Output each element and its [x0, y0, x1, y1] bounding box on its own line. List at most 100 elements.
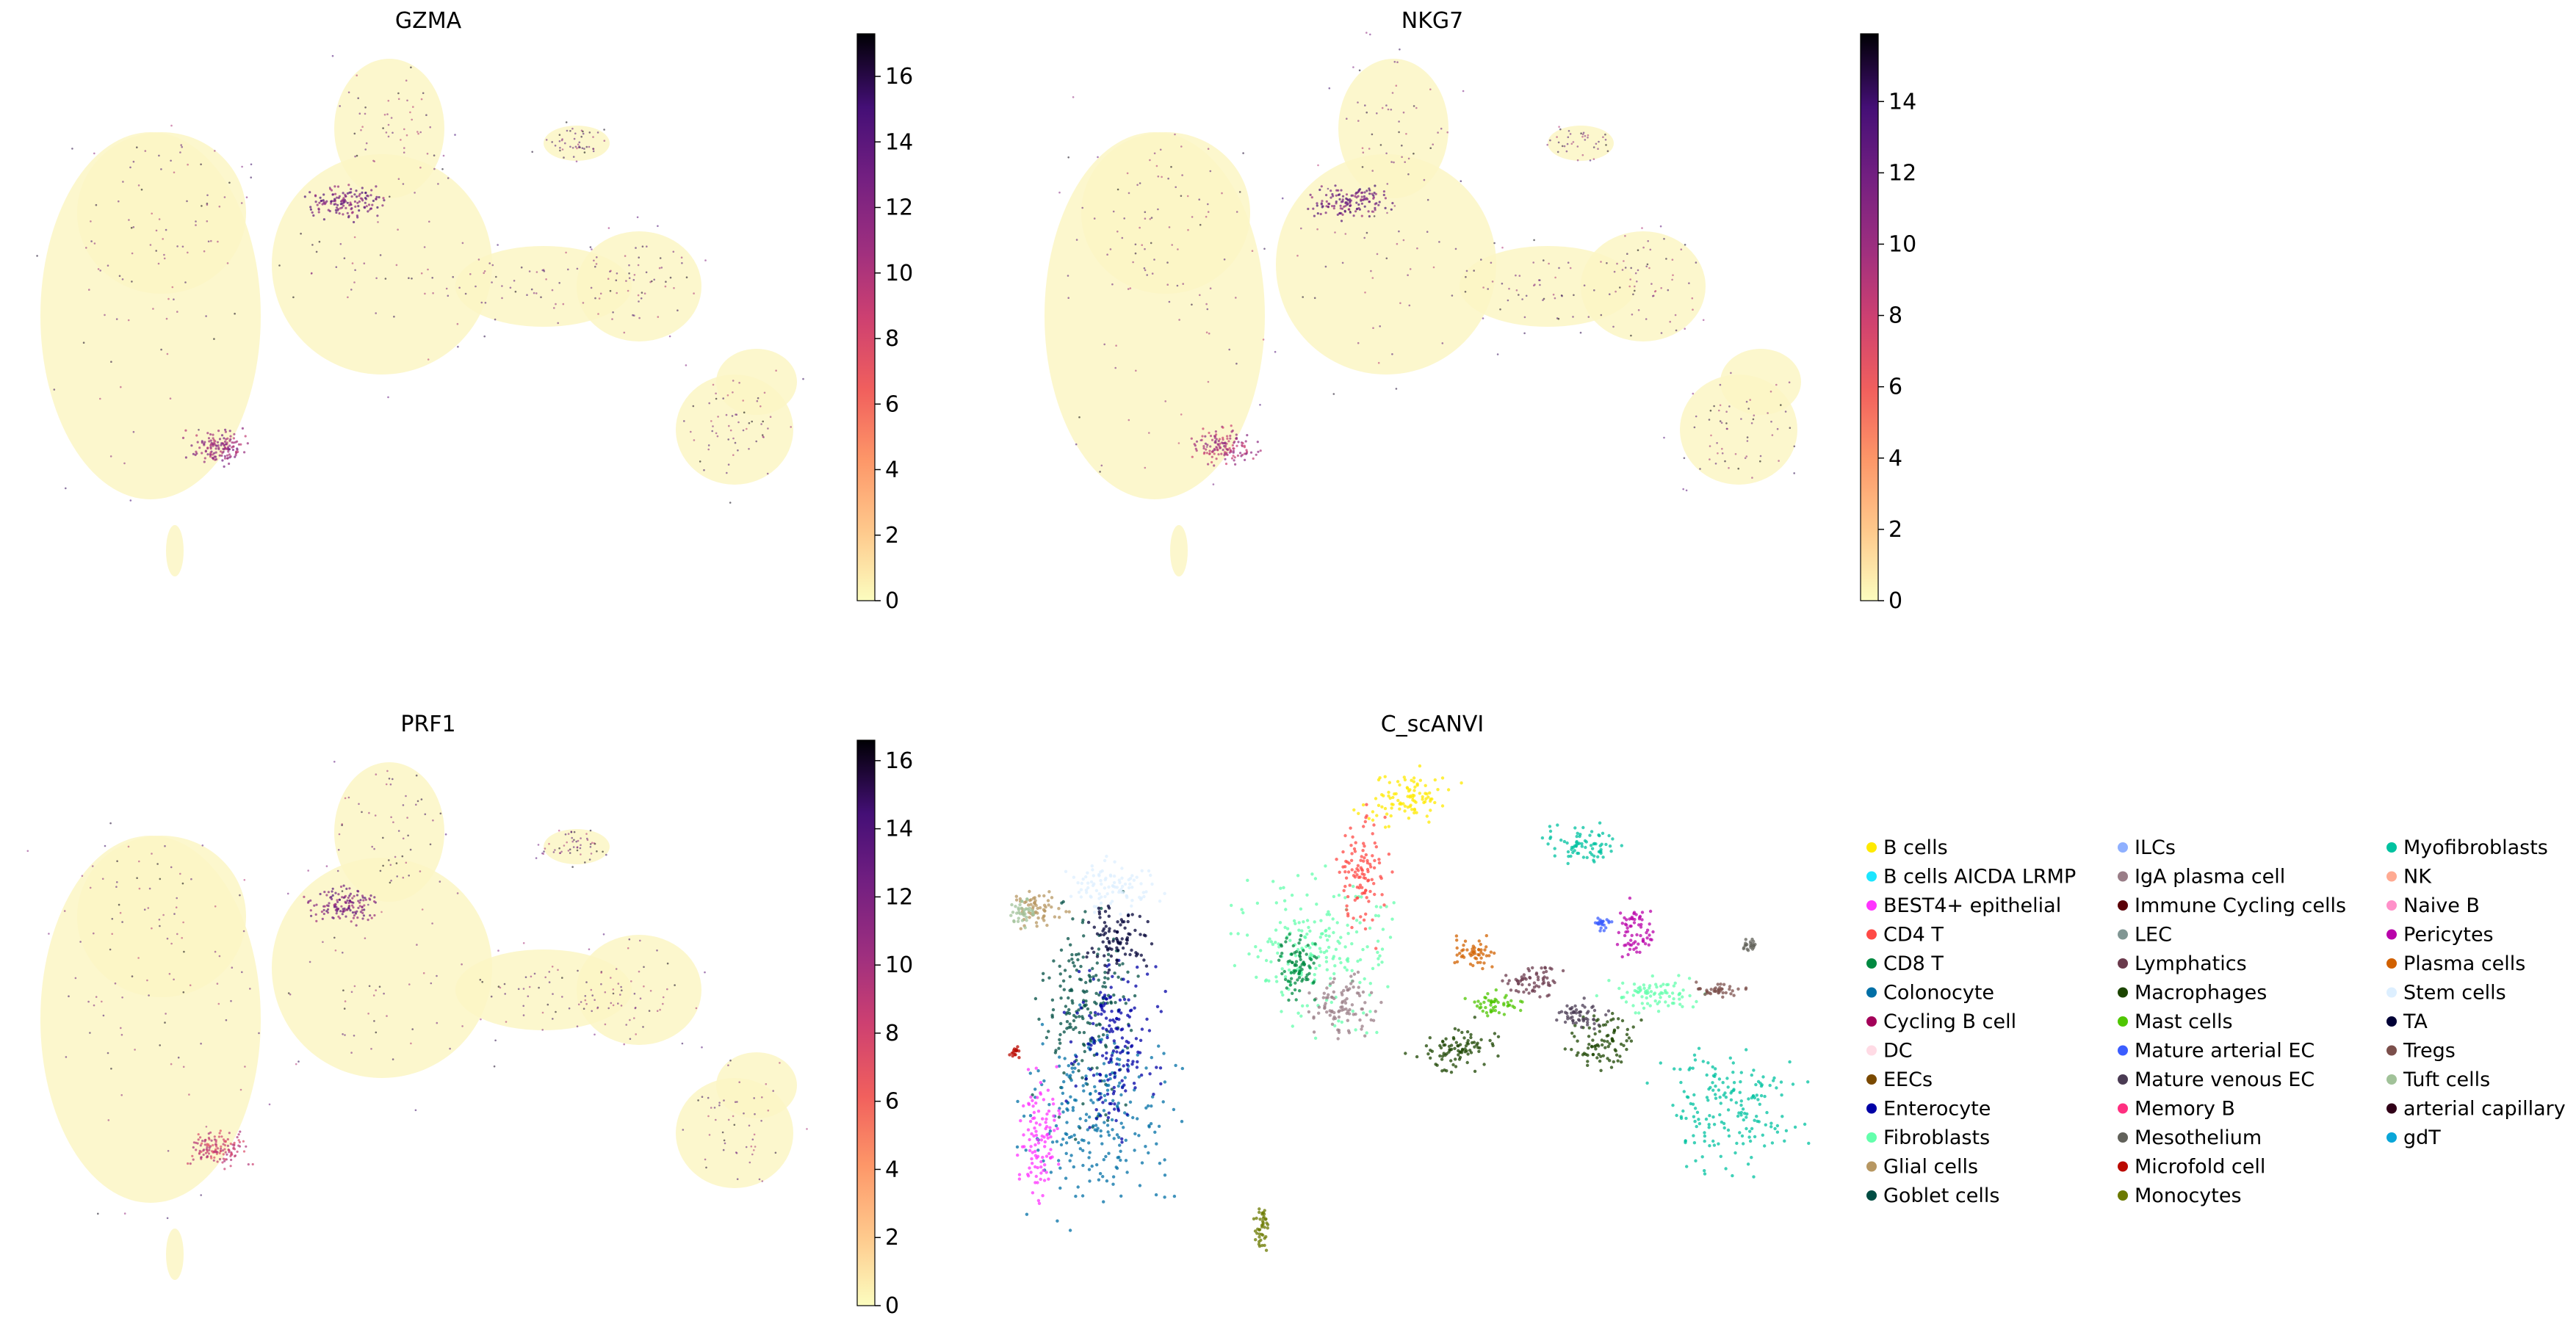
cell-point — [483, 272, 485, 275]
cell-point — [1058, 191, 1061, 194]
cell-point — [546, 1003, 549, 1006]
hotspot-point — [1216, 443, 1219, 446]
cell-point — [1547, 993, 1551, 997]
cell-point — [1506, 1000, 1509, 1005]
cell-point — [1440, 1057, 1444, 1061]
cell-point — [1072, 1019, 1076, 1023]
cell-point — [1628, 285, 1631, 288]
cell-point — [1099, 471, 1101, 473]
cell-point — [1506, 982, 1510, 985]
cell-point — [1223, 258, 1226, 261]
cell-point — [1302, 961, 1305, 964]
cell-point — [760, 1120, 762, 1122]
cell-point — [1618, 911, 1623, 915]
cell-point — [1089, 880, 1094, 884]
cell-point — [1693, 1119, 1697, 1124]
cell-point — [594, 297, 596, 300]
cell-point — [1163, 1158, 1166, 1162]
hotspot-point — [224, 1151, 227, 1154]
cell-point — [760, 405, 762, 408]
cell-point — [1069, 1074, 1072, 1077]
cell-point — [429, 126, 431, 129]
cell-point — [1711, 1115, 1715, 1119]
cell-point — [1649, 990, 1653, 994]
cell-point — [1317, 164, 1319, 167]
hotspot-point — [1194, 444, 1197, 447]
cell-point — [1597, 1044, 1601, 1048]
cell-point — [1136, 1053, 1140, 1057]
cell-point — [1576, 851, 1579, 855]
cell-point — [160, 348, 162, 351]
cell-point — [1725, 1077, 1729, 1080]
cell-point — [1036, 911, 1039, 915]
cell-point — [1753, 414, 1756, 416]
cell-point — [753, 1097, 755, 1099]
cell-point — [1031, 1162, 1034, 1165]
cell-point — [1721, 991, 1725, 995]
cell-point — [1740, 1134, 1745, 1138]
cell-point — [1036, 1069, 1040, 1073]
cell-point — [1577, 1018, 1581, 1021]
legend-entry: Mast cells — [2118, 1010, 2233, 1033]
hotspot-point — [348, 887, 351, 890]
cell-point — [1546, 983, 1551, 987]
hotspot-point — [354, 205, 357, 208]
cell-point — [137, 184, 140, 187]
cell-point — [1058, 916, 1061, 919]
cell-point — [1045, 1125, 1049, 1129]
cell-point — [1496, 1054, 1500, 1058]
cell-point — [1807, 1141, 1811, 1146]
cell-point — [580, 129, 583, 132]
cell-point — [1519, 1008, 1523, 1013]
hotspot-point — [206, 1155, 209, 1158]
cell-point — [625, 1024, 627, 1026]
cell-point — [1424, 784, 1427, 788]
cell-point — [419, 870, 422, 872]
hotspot-point — [355, 924, 358, 927]
cell-point — [1280, 967, 1284, 971]
hotspot-point — [1320, 185, 1323, 188]
cell-point — [1139, 897, 1143, 902]
legend-marker — [2118, 1016, 2128, 1027]
hotspot-point — [1215, 438, 1218, 441]
cell-point — [1290, 893, 1294, 897]
cell-point — [1128, 192, 1130, 195]
cell-point — [375, 773, 378, 775]
hotspot-point — [1224, 457, 1227, 460]
cell-point — [1092, 1074, 1096, 1077]
cell-point — [1349, 974, 1353, 978]
cell-point — [1128, 952, 1132, 957]
legend-marker — [2118, 1132, 2128, 1143]
cell-point — [1769, 390, 1772, 393]
cell-point — [528, 985, 531, 988]
cell-point — [1106, 1115, 1111, 1120]
cell-point — [1344, 233, 1347, 235]
cell-point — [1116, 975, 1120, 979]
cell-point — [1057, 1159, 1061, 1162]
cell-point — [533, 292, 535, 294]
cell-point — [517, 988, 520, 991]
legend-label: IgA plasma cell — [2135, 866, 2285, 889]
cell-point — [1133, 1148, 1136, 1152]
hotspot-point — [206, 1148, 209, 1151]
cell-point — [1473, 1069, 1477, 1074]
hotspot-point — [1352, 194, 1354, 197]
cell-point — [1586, 1060, 1590, 1063]
cell-point — [1105, 854, 1108, 858]
cell-point — [1788, 1060, 1792, 1064]
cell-point — [1095, 1163, 1099, 1167]
cell-point — [1576, 145, 1579, 148]
hotspot-point — [335, 206, 339, 209]
cell-point — [1122, 1083, 1126, 1087]
cell-point — [1783, 1139, 1786, 1143]
cell-point — [155, 229, 158, 232]
cell-point — [1088, 969, 1092, 972]
cell-point — [1404, 1052, 1407, 1055]
cell-point — [1561, 145, 1564, 148]
hotspot-point — [1244, 440, 1247, 443]
cell-point — [1433, 800, 1437, 805]
cell-point — [1719, 983, 1722, 986]
hotspot-point — [212, 438, 215, 441]
cell-point — [1706, 1099, 1710, 1102]
cell-point — [1679, 1080, 1683, 1085]
